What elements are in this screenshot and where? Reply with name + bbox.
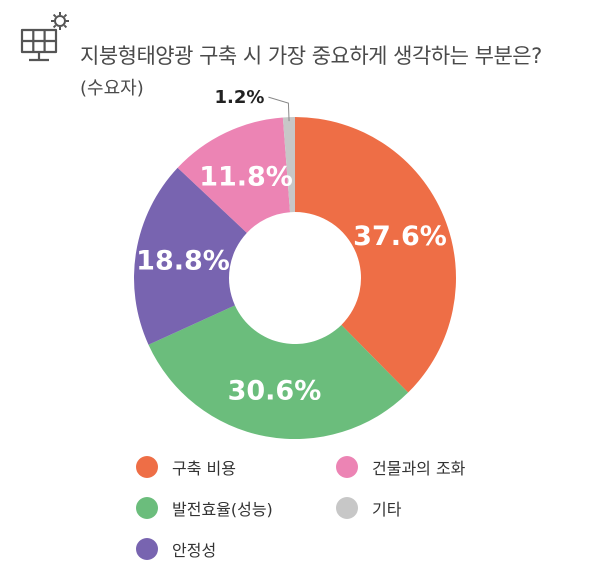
donut-slice-3 [134,167,247,345]
donut-labels: 37.6% 30.6% 18.8% 11.8% 1.2% [136,87,447,406]
legend-item: 건물과의 조화 [336,455,465,479]
slice-value-label: 18.8% [136,246,230,277]
legend-label: 기타 [372,500,402,519]
legend-item: 발전효율(성능) [136,496,273,520]
legend-label: 발전효율(성능) [172,500,273,519]
legend-swatch [136,456,158,478]
legend-swatch [336,456,358,478]
legend-item: 기타 [336,496,401,520]
chart-title: 지붕형태양광 구축 시 가장 중요하게 생각하는 부분은? [80,44,542,68]
solar-panel-gear-icon [20,12,69,62]
legend-swatch [336,497,358,519]
legend-label: 안정성 [172,541,217,560]
leader-line [268,96,290,122]
donut-slices [134,117,457,439]
slice-value-label: 37.6% [353,221,447,252]
legend-item: 구축 비용 [136,455,236,479]
legend-item: 안정성 [136,537,216,561]
donut-slice-1 [295,117,457,393]
chart-subtitle: (수요자) [80,78,144,99]
slice-value-label: 11.8% [199,162,293,193]
donut-slice-4 [177,117,291,233]
chart-header: 지붕형태양광 구축 시 가장 중요하게 생각하는 부분은? (수요자) [0,0,600,100]
legend-label: 구축 비용 [172,459,236,478]
legend-swatch [136,538,158,560]
donut-slice-2 [148,305,409,439]
legend-label: 건물과의 조화 [372,459,466,478]
slice-value-label: 30.6% [228,376,322,407]
legend-swatch [136,497,158,519]
donut-slice-5 [282,117,295,213]
slice-value-label: 1.2% [214,87,264,108]
